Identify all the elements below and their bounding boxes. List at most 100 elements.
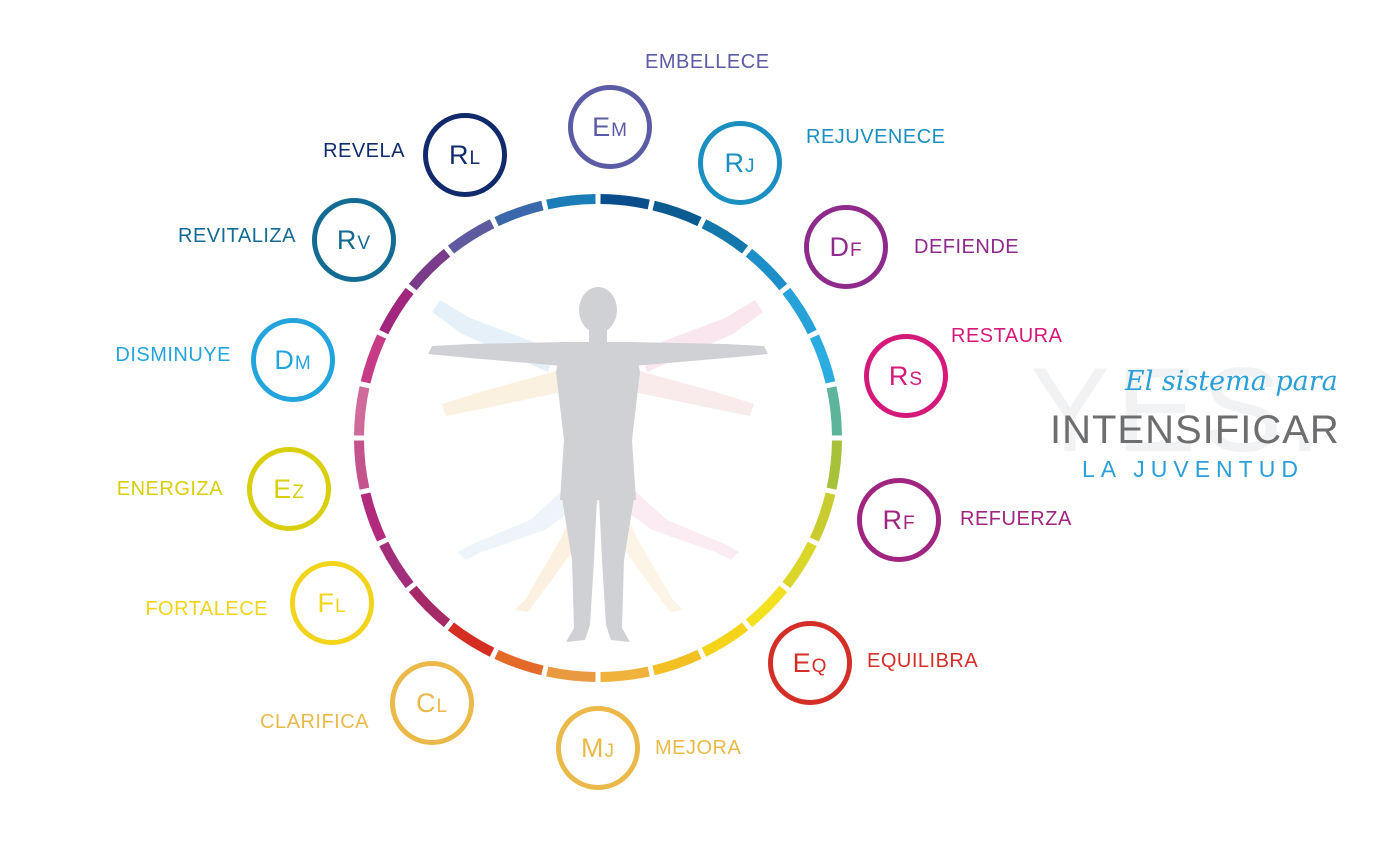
node-symbol: MJ (581, 734, 615, 762)
figure-arm-right (630, 342, 768, 366)
node-label-em: EMBELLECE (645, 51, 770, 73)
node-symbol-suffix: V (357, 232, 372, 254)
figure-neck (589, 328, 607, 344)
node-eq[interactable]: EQ (768, 621, 852, 705)
ring-segment (360, 334, 387, 384)
tagline-sub: LA JUVENTUD (1082, 456, 1304, 482)
node-label-eq: EQUILIBRA (867, 650, 979, 672)
node-rl[interactable]: RL (423, 113, 507, 197)
node-symbol-initial: R (882, 504, 903, 535)
node-fl[interactable]: FL (290, 561, 374, 645)
node-symbol: RS (889, 362, 923, 390)
node-symbol: CL (415, 687, 449, 718)
node-label-mj: MEJORA (655, 737, 742, 759)
human-figure (428, 287, 768, 642)
node-symbol: EZ (273, 473, 305, 504)
node-label-rl: REVELA (323, 140, 405, 162)
tagline-main: INTENSIFICAR (1050, 408, 1340, 452)
figure-arm-left (428, 342, 566, 366)
node-symbol-initial: E (273, 473, 293, 504)
node-symbol-initial: D (274, 344, 295, 375)
node-symbol-suffix: J (604, 740, 615, 762)
node-symbol-initial: E (792, 647, 812, 678)
ring-segment (354, 386, 370, 436)
tagline-watermark: YES. (1030, 343, 1328, 477)
ring-segment (360, 492, 387, 542)
node-label-cl: CLARIFICA (260, 711, 369, 733)
ring-segment (600, 194, 650, 210)
ring-segment (652, 649, 702, 676)
ghost-arm-left-down (442, 370, 562, 416)
node-mj[interactable]: MJ (556, 706, 640, 790)
ring-segment (826, 440, 842, 490)
node-label-rv: REVITALIZA (178, 225, 296, 247)
node-df[interactable]: DF (804, 205, 888, 289)
ring-segment (745, 585, 788, 628)
node-rj[interactable]: RJ (698, 121, 782, 205)
ring-segment (826, 386, 842, 436)
ring-segment (745, 248, 788, 291)
node-symbol: EM (592, 111, 628, 142)
ring-segment (379, 541, 414, 589)
ring-segment (408, 248, 451, 291)
node-symbol-suffix: L (469, 147, 482, 169)
node-rv[interactable]: RV (312, 198, 396, 282)
ring-segment (701, 622, 749, 657)
figure-leg-left (562, 498, 597, 642)
node-dm[interactable]: DM (251, 318, 335, 402)
ring-segment (494, 200, 544, 227)
node-label-rj: REJUVENECE (806, 126, 946, 148)
ring-segment (600, 666, 650, 682)
node-rf[interactable]: RF (857, 478, 941, 562)
node-symbol-suffix: F (849, 239, 863, 261)
ring-segment (701, 219, 749, 254)
node-symbol: RF (882, 504, 916, 535)
node-symbol-initial: D (829, 231, 850, 262)
node-em[interactable]: EM (568, 85, 652, 169)
node-symbol: RV (337, 226, 372, 254)
node-symbol: RJ (725, 149, 756, 177)
node-symbol-suffix: J (745, 155, 756, 177)
node-symbol-initial: R (448, 139, 470, 170)
node-symbol-suffix: Z (292, 481, 305, 503)
node-symbol-initial: F (317, 587, 335, 618)
ring-segment (354, 440, 370, 490)
node-symbol-initial: E (592, 111, 612, 142)
ring-segment (408, 585, 451, 628)
node-label-df: DEFIENDE (914, 236, 1020, 258)
ring-segment (447, 219, 495, 254)
node-symbol: RL (448, 139, 482, 170)
node-symbol-suffix: L (334, 595, 347, 617)
color-ring (354, 194, 842, 682)
node-label-dm: DISMINUYE (115, 344, 231, 366)
ring-segment (782, 541, 817, 589)
node-symbol-suffix: F (902, 512, 916, 534)
node-symbol: EQ (792, 647, 828, 678)
node-symbol: DF (829, 231, 863, 262)
ring-segment (782, 287, 817, 335)
ring-segment (809, 492, 836, 542)
node-symbol-suffix: M (294, 352, 312, 374)
node-symbol-suffix: M (611, 119, 628, 141)
figure-head (579, 287, 617, 333)
ring-segment (809, 334, 836, 384)
node-symbol: FL (317, 587, 347, 618)
node-label-ez: ENERGIZA (116, 478, 223, 500)
node-rs[interactable]: RS (864, 334, 948, 418)
ring-segment (447, 622, 495, 657)
ring-segment (494, 649, 544, 676)
ring-segment (652, 200, 702, 227)
node-label-fl: FORTALECE (145, 598, 268, 620)
node-label-rf: REFUERZA (960, 508, 1072, 530)
node-symbol-initial: C (415, 687, 437, 718)
node-symbol-suffix: L (436, 695, 449, 717)
node-ez[interactable]: EZ (247, 447, 331, 531)
figure-leg-right (599, 498, 634, 642)
ring-segment (546, 194, 596, 210)
node-cl[interactable]: CL (390, 661, 474, 745)
figure-torso (556, 342, 640, 500)
node-label-rs: RESTAURA (951, 325, 1063, 347)
ring-segment (379, 287, 414, 335)
node-symbol-suffix: Q (811, 655, 828, 677)
tagline-script: El sistema para (1125, 366, 1338, 397)
